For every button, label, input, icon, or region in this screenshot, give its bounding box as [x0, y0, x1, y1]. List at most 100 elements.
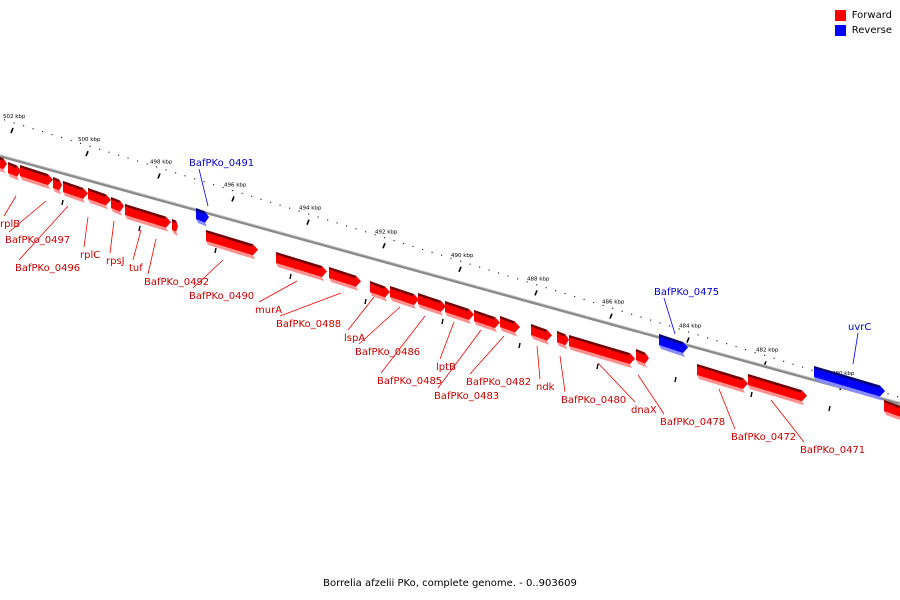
scale-dot	[4, 119, 6, 121]
gene-ndk-leader	[536, 345, 541, 380]
gene-bafpko-0491-leader	[198, 168, 209, 207]
scale-dot	[127, 157, 129, 159]
gene-labels: rplBBafPKo_0497BafPKo_0496rplCrpsJtufBaf…	[0, 158, 871, 456]
scale-tick	[157, 173, 161, 179]
scale-dot	[659, 322, 661, 324]
minor-tick	[364, 298, 367, 305]
scale-dot	[773, 357, 775, 359]
legend-reverse-label: Reverse	[851, 25, 892, 36]
legend: Forward Reverse	[834, 8, 892, 38]
scale-dot	[545, 287, 547, 289]
scale-dot	[593, 301, 595, 304]
scale-dot	[213, 184, 215, 186]
scale-tick	[306, 219, 310, 225]
gene-mura-leader	[258, 280, 298, 303]
scale-dot	[336, 222, 338, 224]
gene-bafpko-0483-shade	[418, 304, 443, 316]
scale-dot	[355, 228, 357, 230]
gene-bafpko-0480-label: BafPKo_0480	[561, 395, 626, 406]
gene-bafpko-0475-label: BafPKo_0475	[654, 287, 719, 298]
scale-dot	[498, 272, 500, 274]
scale-dot	[374, 234, 376, 236]
scale-dot	[175, 172, 177, 174]
scale-dot	[887, 393, 889, 395]
scale-label: 496 kbp	[224, 182, 247, 188]
legend-reverse: Reverse	[834, 23, 892, 38]
scale-dot	[450, 257, 452, 259]
scale-dot	[203, 181, 205, 183]
scale-dot	[51, 133, 53, 136]
scale-dot	[317, 216, 319, 218]
gene-ndk-label: ndk	[536, 382, 555, 393]
gene-bafpko-0482-label: BafPKo_0482	[466, 377, 531, 388]
reverse-swatch	[834, 25, 846, 36]
scale-tick	[85, 150, 89, 157]
scale-dot	[184, 175, 186, 177]
scale-dot	[108, 151, 110, 153]
gene-bafpko-0478-leader	[637, 374, 665, 415]
gene-bafpko-0490-label: BafPKo_0490	[189, 291, 254, 302]
scale-label: 498 kbp	[150, 160, 173, 166]
gene-ndk-edge	[474, 310, 495, 320]
scale-dot	[669, 325, 671, 327]
gene-rplc-edge	[53, 177, 60, 182]
scale-dot	[61, 136, 63, 139]
gene-mura-shade	[172, 230, 179, 236]
scale-tick	[686, 337, 690, 343]
scale-label: 494 kbp	[299, 206, 322, 212]
scale-dot	[764, 354, 766, 357]
scale-dot	[507, 275, 509, 277]
scale-label: 490 kbp	[451, 253, 474, 259]
scale-tick	[609, 313, 613, 319]
scale-dot	[165, 169, 167, 171]
scale-label: 488 kbp	[527, 276, 550, 282]
scale-dot	[32, 128, 34, 130]
scale-tick	[382, 242, 386, 249]
scale-dot	[716, 340, 718, 342]
scale-dot	[526, 281, 528, 283]
scale-label: 480 kbp	[832, 371, 855, 377]
scale-dot	[621, 310, 623, 312]
scale-dot	[697, 334, 699, 336]
scale-dot	[431, 251, 433, 253]
gene-rpsj-shade	[63, 192, 85, 203]
scale-dot	[308, 213, 310, 215]
scale-dot	[707, 337, 709, 339]
scale-dot	[536, 284, 538, 286]
gene-rplb-label: rplB	[0, 219, 20, 230]
gene-bafpko-0480-edge	[500, 316, 515, 324]
gene-rplb-leader	[3, 195, 17, 217]
gene-extra-0-shade	[697, 375, 745, 394]
scale-dot	[384, 237, 386, 239]
scale-dot	[726, 343, 728, 345]
gene-tuf-edge	[88, 188, 106, 197]
gene-rplb-edge	[0, 156, 4, 161]
gene-tuf-label: tuf	[129, 263, 143, 274]
scale-dot	[583, 298, 585, 301]
gene-bafpko-0490-edge	[125, 204, 166, 220]
minor-tick	[518, 342, 521, 349]
scale-dot	[118, 154, 120, 156]
gene-bafpko-0488-leader	[279, 292, 342, 317]
scale-label: 486 kbp	[602, 300, 625, 306]
minor-tick	[596, 363, 599, 370]
gene-lptb-label: lptB	[436, 362, 456, 373]
scale-dot	[222, 186, 224, 189]
scale-dot	[365, 231, 367, 233]
scale-dot	[270, 201, 272, 203]
gene-bafpko-0491-edge	[196, 208, 206, 215]
genome-backbone	[0, 154, 900, 405]
scale-dot	[612, 307, 614, 309]
gene-mura-label: murA	[255, 305, 282, 316]
gene-bafpko-0478-shade	[557, 342, 568, 350]
gene-bafpko-0497-leader	[8, 200, 47, 233]
gene-bafpko-0471-label: BafPKo_0471	[800, 445, 865, 456]
gene-lptb-leader	[439, 321, 455, 360]
scale-dot	[517, 278, 519, 280]
gene-bafpko-0492-label: BafPKo_0492	[144, 277, 209, 288]
gene-lspa-shade	[276, 263, 324, 282]
gene-tuf-leader	[132, 229, 142, 261]
genome-caption: Borrelia afzelii PKo, complete genome. -…	[323, 578, 577, 589]
scale-label: 500 kbp	[78, 137, 101, 143]
scale-label: 484 kbp	[679, 323, 702, 329]
